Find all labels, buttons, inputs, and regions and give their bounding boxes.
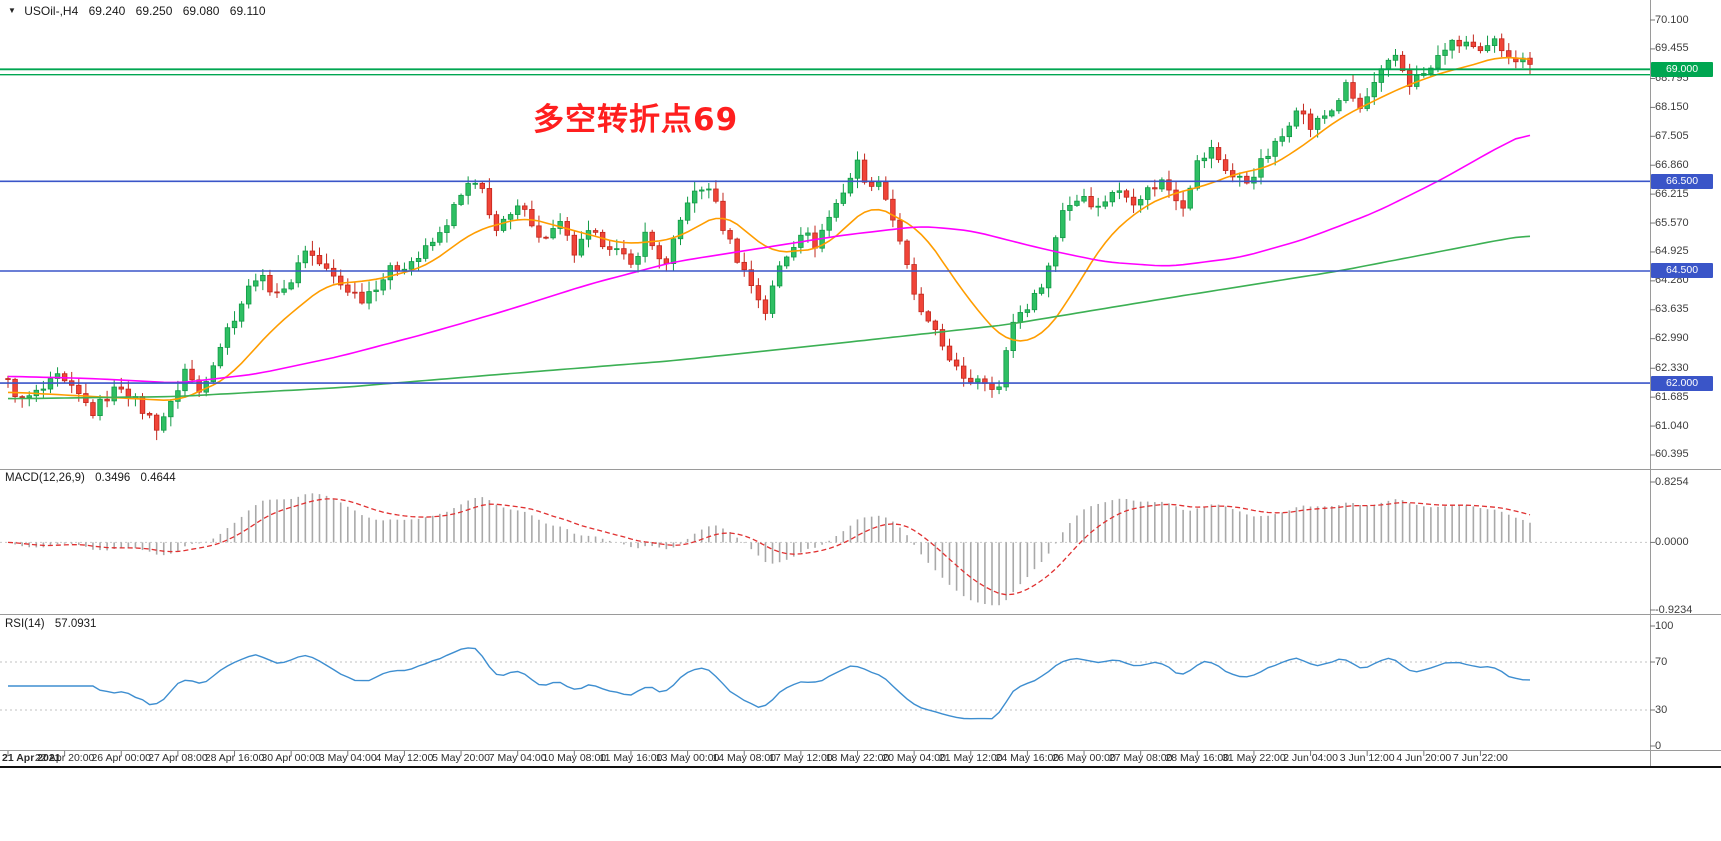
time-axis-label: 18 May 22:00	[825, 752, 890, 764]
symbol-period-label: USOil-,H4	[24, 4, 79, 18]
rsi-axis-label: 30	[1655, 703, 1668, 716]
rsi-layer	[0, 647, 1650, 720]
time-axis-label: 13 May 00:00	[655, 752, 720, 764]
time-axis-label: 20 May 04:00	[882, 752, 946, 764]
price-axis-label: 66.215	[1655, 187, 1689, 200]
price-level-badge: 66.500	[1651, 173, 1713, 189]
rsi-axis-label: 70	[1655, 655, 1668, 668]
macd-label: MACD(12,26,9)	[5, 472, 85, 484]
price-axis-label: 67.505	[1655, 129, 1689, 142]
frame-layer	[0, 0, 1721, 768]
time-axis-label: 5 May 20:00	[432, 752, 490, 764]
macd-axis-label: 0.8254	[1655, 475, 1689, 488]
time-axis-label: 21 May 12:00	[938, 752, 1003, 764]
time-axis-label: 11 May 16:00	[599, 752, 663, 764]
time-axis-label: 21 Apr 2021	[2, 752, 61, 764]
chart-symbol-header: ▼ USOil-,H4 69.240 69.250 69.080 69.110	[8, 4, 266, 18]
time-axis-label: 28 Apr 16:00	[204, 752, 265, 764]
chart-annotation: 多空转折点69	[533, 102, 739, 138]
rsi-axis-label: 0	[1655, 739, 1662, 752]
price-axis-label: 62.990	[1655, 332, 1689, 345]
time-axis-label: 27 Apr 08:00	[148, 752, 208, 764]
price-axis-label: 60.395	[1655, 448, 1689, 461]
macd-signal-value: 0.4644	[140, 472, 176, 484]
price-axis-label: 63.635	[1655, 303, 1689, 316]
time-axis-label: 30 Apr 00:00	[261, 752, 321, 764]
price-axis-label: 69.455	[1655, 42, 1689, 55]
moving-averages-layer	[7, 56, 1531, 402]
ohlc-open: 69.240	[88, 4, 126, 18]
time-axis-label: 2 Jun 04:00	[1283, 752, 1338, 764]
price-axis-label: 61.040	[1655, 419, 1689, 432]
macd-axis-label: -0.9234	[1655, 603, 1693, 616]
price-level-badge: 64.500	[1651, 263, 1713, 279]
time-axis-label: 14 May 08:00	[712, 752, 777, 764]
horizontal-lines-layer	[0, 68, 1650, 384]
time-axis-label: 4 Jun 20:00	[1396, 752, 1452, 764]
time-axis-label: 17 May 12:00	[769, 752, 833, 764]
time-axis-label: 26 Apr 00:00	[91, 752, 152, 764]
time-axis-label: 26 May 00:00	[1052, 752, 1116, 764]
time-axis-label: 28 May 16:00	[1165, 752, 1230, 764]
macd-axis-label: 0.0000	[1655, 535, 1689, 548]
macd-layer	[0, 493, 1650, 606]
time-axis-label: 7 Jun 22:00	[1452, 752, 1508, 764]
rsi-value: 57.0931	[54, 618, 97, 630]
price-axis-label: 64.925	[1655, 245, 1689, 258]
time-axis-label: 7 May 04:00	[488, 752, 547, 764]
ohlc-close: 69.110	[229, 4, 266, 18]
time-axis-label: 3 Jun 12:00	[1339, 752, 1395, 764]
price-level-badge: 62.000	[1651, 375, 1713, 391]
ohlc-high: 69.250	[135, 4, 173, 18]
macd-indicator-header: MACD(12,26,9) 0.3496 0.4644	[5, 472, 176, 484]
price-axis-label: 62.330	[1655, 361, 1689, 374]
price-axis-label: 66.860	[1655, 158, 1689, 171]
collapse-indicator-icon[interactable]: ▼	[8, 6, 16, 15]
time-axis-label: 31 May 22:00	[1222, 752, 1286, 764]
time-axis-label: 4 May 12:00	[375, 752, 434, 764]
rsi-axis-label: 100	[1655, 619, 1674, 632]
price-axis-label: 65.570	[1655, 216, 1689, 229]
rsi-indicator-header: RSI(14) 57.0931	[5, 618, 96, 630]
price-level-badge: 69.000	[1651, 61, 1713, 77]
time-axis-label: 3 May 04:00	[318, 752, 377, 764]
price-axis-label: 61.685	[1655, 390, 1689, 403]
macd-main-value: 0.3496	[95, 472, 131, 484]
rsi-label: RSI(14)	[5, 618, 45, 630]
price-axis-label: 70.100	[1655, 13, 1689, 26]
time-axis-label: 27 May 08:00	[1108, 752, 1173, 764]
ohlc-low: 69.080	[182, 4, 220, 18]
time-axis-label: 24 May 16:00	[995, 752, 1060, 764]
price-axis-label: 68.150	[1655, 100, 1689, 113]
candles-layer	[5, 33, 1533, 441]
time-axis-label: 22 Apr 20:00	[34, 752, 95, 764]
time-axis-label: 10 May 08:00	[542, 752, 607, 764]
